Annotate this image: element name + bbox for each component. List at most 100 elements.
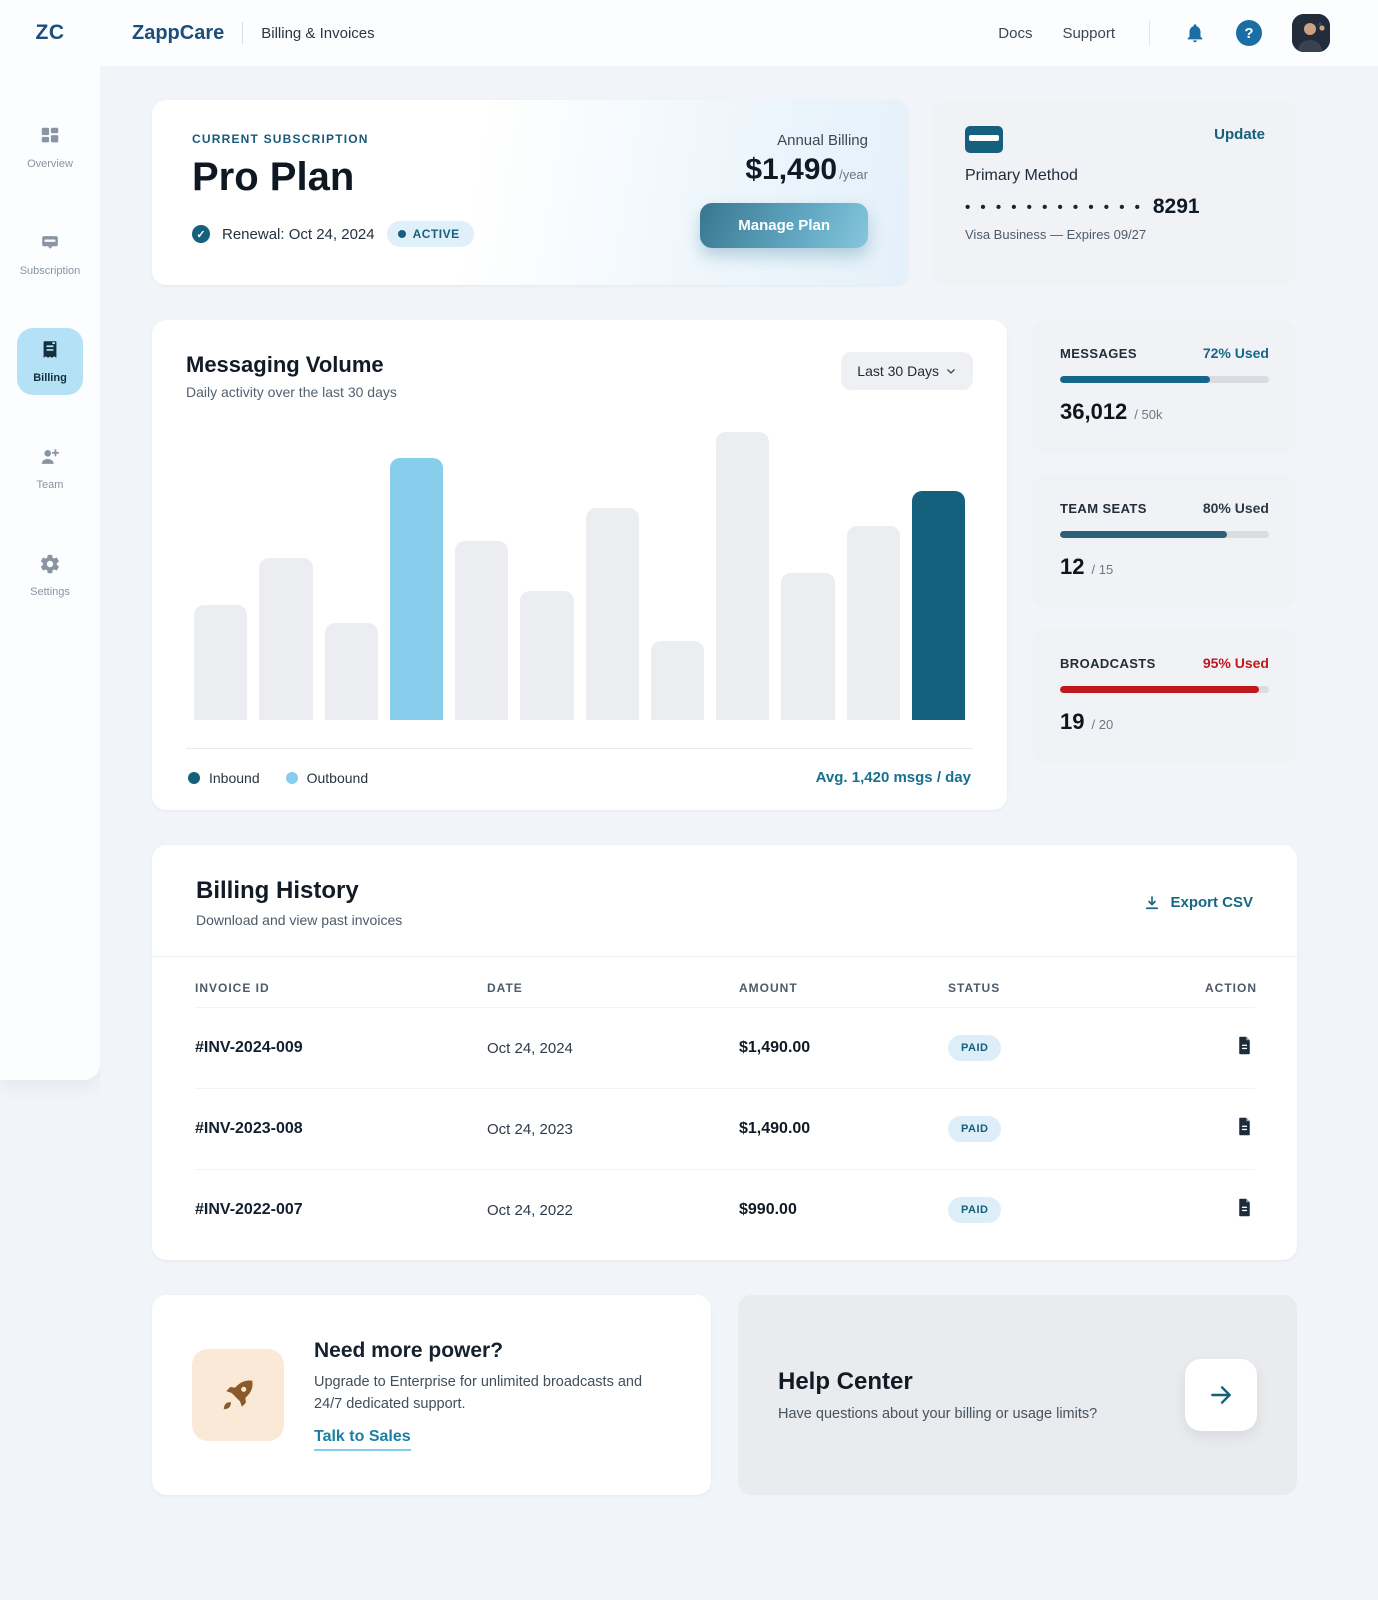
plan-price: $1,490 <box>745 153 838 186</box>
export-csv-button[interactable]: Export CSV <box>1143 894 1253 912</box>
messaging-volume-card: Messaging Volume Daily activity over the… <box>152 320 1007 810</box>
usage-value-row: 36,012 / 50k <box>1060 399 1269 425</box>
column-header: STATUS <box>948 981 1001 995</box>
legend-label: Inbound <box>209 769 260 786</box>
topbar-icon-divider <box>1149 20 1150 46</box>
paid-badge: PAID <box>948 1197 1002 1223</box>
billing-history-card: Billing History Download and view past i… <box>152 845 1297 1260</box>
page-title: Billing & Invoices <box>261 24 375 42</box>
help-center-body: Have questions about your billing or usa… <box>778 1406 1098 1422</box>
outbound-dot-icon <box>285 771 298 784</box>
history-title: Billing History <box>196 877 359 904</box>
billing-cycle-label: Annual Billing <box>777 132 868 149</box>
help-center-arrow-button[interactable] <box>1185 1359 1257 1431</box>
usage-percent: 80% Used <box>1202 500 1269 516</box>
rocket-icon <box>223 1380 253 1410</box>
subscription-left: CURRENT SUBSCRIPTION Pro Plan ✓ Renewal:… <box>192 132 474 253</box>
invoice-id: #INV-2022-007 <box>195 1201 303 1218</box>
date-range-label: Last 30 Days <box>857 363 939 379</box>
sidebar-item-label: Subscription <box>19 265 81 277</box>
help-center-text: Help Center Have questions about your bi… <box>778 1368 1097 1422</box>
upsell-card: Need more power? Upgrade to Enterprise f… <box>152 1295 711 1495</box>
gear-icon <box>39 553 61 580</box>
upsell-body: Upgrade to Enterprise for unlimited broa… <box>314 1373 643 1412</box>
invoice-id: #INV-2024-009 <box>195 1039 303 1056</box>
main-column: ZappCare Billing & Invoices Docs Support… <box>100 0 1378 1580</box>
sidebar-item-subscription[interactable]: Subscription <box>17 221 83 288</box>
docs-link[interactable]: Docs <box>998 24 1033 42</box>
usage-label: TEAM SEATS <box>1060 500 1147 516</box>
arrow-right-icon <box>1211 1386 1231 1404</box>
invoice-date: Oct 24, 2024 <box>487 1039 573 1057</box>
team-seats-usage-card: TEAM SEATS 80% Used 12 / 15 <box>1032 475 1297 608</box>
volume-bar <box>781 573 835 720</box>
volume-bar <box>455 540 509 720</box>
chevron-down-icon <box>947 369 955 374</box>
notifications-bell-icon[interactable] <box>1184 22 1206 44</box>
invoice-status-cell: PAID <box>948 1116 1205 1142</box>
column-header: INVOICE ID <box>195 981 270 995</box>
invoice-id: #INV-2023-008 <box>195 1120 303 1137</box>
progress-track <box>1060 376 1269 383</box>
payment-top-row: Update <box>965 126 1265 153</box>
payment-method-label: Primary Method <box>965 167 1078 184</box>
invoice-action-cell <box>1205 1197 1255 1223</box>
help-center-card[interactable]: Help Center Have questions about your bi… <box>738 1295 1297 1495</box>
manage-plan-button[interactable]: Manage Plan <box>700 203 868 248</box>
table-header-row: INVOICE ID DATE AMOUNT STATUS ACTION <box>195 957 1257 1007</box>
sidebar-item-overview[interactable]: Overview <box>17 114 83 181</box>
status-badge: ACTIVE <box>386 221 474 247</box>
average-annotation: Avg. 1,420 msgs / day <box>815 769 971 786</box>
brand-name[interactable]: ZappCare <box>132 21 225 44</box>
progress-track <box>1060 686 1269 693</box>
user-avatar[interactable] <box>1292 14 1330 52</box>
app-logo[interactable]: ZC <box>35 21 65 44</box>
help-question-icon[interactable]: ? <box>1236 20 1262 46</box>
usage-label: BROADCASTS <box>1060 655 1156 671</box>
invoice-document-icon[interactable] <box>1234 1197 1255 1218</box>
update-payment-button[interactable]: Update <box>1214 126 1265 143</box>
talk-to-sales-link[interactable]: Talk to Sales <box>314 1428 411 1452</box>
subscription-eyebrow: CURRENT SUBSCRIPTION <box>192 132 369 146</box>
invoice-document-icon[interactable] <box>1234 1116 1255 1137</box>
usage-top-row: BROADCASTS 95% Used <box>1060 655 1269 671</box>
topbar-right: Docs Support ? <box>998 14 1330 52</box>
invoice-document-icon[interactable] <box>1234 1035 1255 1056</box>
usage-top-row: MESSAGES 72% Used <box>1060 345 1269 361</box>
support-link[interactable]: Support <box>1062 24 1115 42</box>
usage-total: / 15 <box>1091 562 1114 577</box>
invoice-date: Oct 24, 2023 <box>487 1120 573 1138</box>
card-details: Visa Business — Expires 09/27 <box>965 227 1147 242</box>
sidebar-item-billing[interactable]: Billing <box>17 328 83 395</box>
volume-bar <box>650 640 704 720</box>
volume-bar <box>585 508 639 720</box>
column-header: ACTION <box>1205 981 1257 995</box>
column-header: AMOUNT <box>739 981 798 995</box>
chart-titles: Messaging Volume Daily activity over the… <box>186 352 397 400</box>
table-row: #INV-2024-009 Oct 24, 2024 $1,490.00 PAI… <box>195 1007 1255 1088</box>
volume-bar <box>716 431 770 720</box>
invoice-amount: $990.00 <box>739 1201 797 1218</box>
subscription-right: Annual Billing $1,490 /year Manage Plan <box>700 132 868 253</box>
table-row: #INV-2022-007 Oct 24, 2022 $990.00 PAID <box>195 1169 1255 1250</box>
plan-price-suffix: /year <box>839 167 868 182</box>
invoice-date: Oct 24, 2022 <box>487 1201 573 1219</box>
subscription-meta: ✓ Renewal: Oct 24, 2024 ACTIVE <box>192 221 474 247</box>
usage-percent: 95% Used <box>1202 655 1269 671</box>
invoice-amount: $1,490.00 <box>739 1120 811 1137</box>
page-content: CURRENT SUBSCRIPTION Pro Plan ✓ Renewal:… <box>100 66 1378 1580</box>
upsell-title: Need more power? <box>314 1338 504 1362</box>
bottom-row: Need more power? Upgrade to Enterprise f… <box>152 1295 1297 1580</box>
price-row: $1,490 /year <box>745 153 868 187</box>
sidebar-item-label: Overview <box>27 158 73 170</box>
date-range-dropdown[interactable]: Last 30 Days <box>841 352 973 390</box>
sidebar: ZC Overview Subscription <box>0 0 100 1080</box>
sidebar-item-settings[interactable]: Settings <box>17 542 83 609</box>
sidebar-item-team[interactable]: Team <box>17 435 83 502</box>
usage-percent: 72% Used <box>1202 345 1269 361</box>
card-masked-digits: • • • • • • • • • • • • <box>965 198 1143 216</box>
paid-badge: PAID <box>948 1116 1002 1142</box>
usage-value-row: 12 / 15 <box>1060 554 1269 580</box>
invoice-table: INVOICE ID DATE AMOUNT STATUS ACTION #IN… <box>152 956 1297 1260</box>
